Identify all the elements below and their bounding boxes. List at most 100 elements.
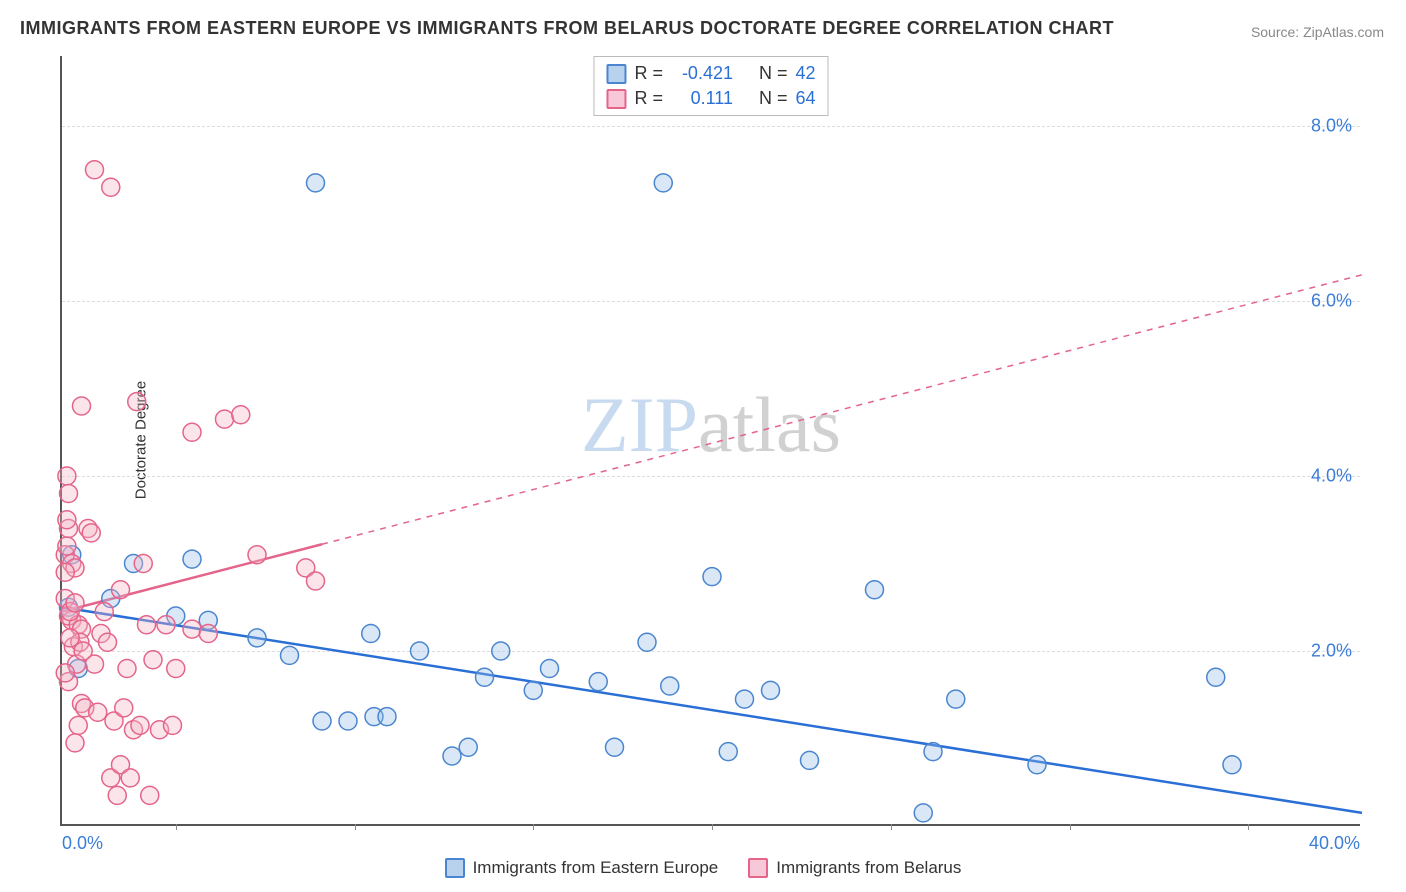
data-point	[1207, 668, 1225, 686]
data-point	[459, 738, 477, 756]
legend-swatch	[748, 858, 768, 878]
legend-swatch	[445, 858, 465, 878]
data-point	[339, 712, 357, 730]
data-point	[719, 743, 737, 761]
n-value: 64	[796, 86, 816, 111]
data-point	[141, 786, 159, 804]
chart-title: IMMIGRANTS FROM EASTERN EUROPE VS IMMIGR…	[20, 18, 1114, 39]
data-point	[66, 734, 84, 752]
data-point	[183, 423, 201, 441]
legend-label: Immigrants from Eastern Europe	[473, 858, 719, 878]
data-point	[66, 594, 84, 612]
data-point	[492, 642, 510, 660]
data-point	[947, 690, 965, 708]
data-point	[69, 716, 87, 734]
data-point	[121, 769, 139, 787]
data-point	[112, 581, 130, 599]
data-point	[82, 524, 100, 542]
data-point	[115, 699, 133, 717]
regression-line-dashed	[322, 275, 1362, 545]
data-point	[131, 716, 149, 734]
data-point	[866, 581, 884, 599]
r-value: -0.421	[671, 61, 733, 86]
source-label: Source: ZipAtlas.com	[1251, 24, 1384, 40]
data-point	[216, 410, 234, 428]
data-point	[138, 616, 156, 634]
plot-area: Doctorate Degree 2.0%4.0%6.0%8.0% ZIPatl…	[60, 56, 1360, 826]
data-point	[313, 712, 331, 730]
data-point	[58, 537, 76, 555]
chart-svg	[62, 56, 1360, 824]
data-point	[914, 804, 932, 822]
data-point	[58, 467, 76, 485]
n-label: N =	[759, 61, 788, 86]
n-label: N =	[759, 86, 788, 111]
data-point	[661, 677, 679, 695]
data-point	[476, 668, 494, 686]
stats-swatch	[606, 89, 626, 109]
data-point	[89, 703, 107, 721]
data-point	[443, 747, 461, 765]
x-tick	[1248, 824, 1249, 830]
data-point	[58, 511, 76, 529]
stats-row: R = -0.421 N = 42	[606, 61, 815, 86]
data-point	[248, 629, 266, 647]
data-point	[108, 786, 126, 804]
r-value: 0.111	[671, 86, 733, 111]
data-point	[157, 616, 175, 634]
r-label: R =	[634, 86, 663, 111]
data-point	[95, 603, 113, 621]
data-point	[541, 660, 559, 678]
data-point	[183, 550, 201, 568]
stats-row: R = 0.111 N = 64	[606, 86, 815, 111]
legend-item: Immigrants from Eastern Europe	[445, 858, 719, 878]
stats-swatch	[606, 64, 626, 84]
data-point	[56, 563, 74, 581]
x-tick	[176, 824, 177, 830]
data-point	[524, 681, 542, 699]
data-point	[86, 161, 104, 179]
x-tick	[533, 824, 534, 830]
data-point	[378, 708, 396, 726]
data-point	[1028, 756, 1046, 774]
x-tick	[355, 824, 356, 830]
data-point	[60, 485, 78, 503]
legend-stats-box: R = -0.421 N = 42 R = 0.111 N = 64	[593, 56, 828, 116]
x-tick	[712, 824, 713, 830]
data-point	[638, 633, 656, 651]
data-point	[703, 568, 721, 586]
data-point	[589, 673, 607, 691]
legend-item: Immigrants from Belarus	[748, 858, 961, 878]
data-point	[411, 642, 429, 660]
data-point	[281, 646, 299, 664]
data-point	[199, 625, 217, 643]
r-label: R =	[634, 61, 663, 86]
x-tick	[1070, 824, 1071, 830]
data-point	[307, 572, 325, 590]
data-point	[118, 660, 136, 678]
legend-label: Immigrants from Belarus	[776, 858, 961, 878]
data-point	[654, 174, 672, 192]
data-point	[102, 178, 120, 196]
x-tick	[891, 824, 892, 830]
data-point	[164, 716, 182, 734]
data-point	[183, 620, 201, 638]
data-point	[606, 738, 624, 756]
data-point	[762, 681, 780, 699]
x-max-label: 40.0%	[1309, 833, 1360, 854]
n-value: 42	[796, 61, 816, 86]
bottom-legend: Immigrants from Eastern Europe Immigrants…	[0, 858, 1406, 878]
data-point	[362, 625, 380, 643]
data-point	[924, 743, 942, 761]
data-point	[248, 546, 266, 564]
data-point	[144, 651, 162, 669]
x-min-label: 0.0%	[62, 833, 103, 854]
data-point	[232, 406, 250, 424]
data-point	[61, 629, 79, 647]
data-point	[801, 751, 819, 769]
data-point	[307, 174, 325, 192]
data-point	[73, 397, 91, 415]
data-point	[167, 660, 185, 678]
data-point	[134, 555, 152, 573]
data-point	[1223, 756, 1241, 774]
